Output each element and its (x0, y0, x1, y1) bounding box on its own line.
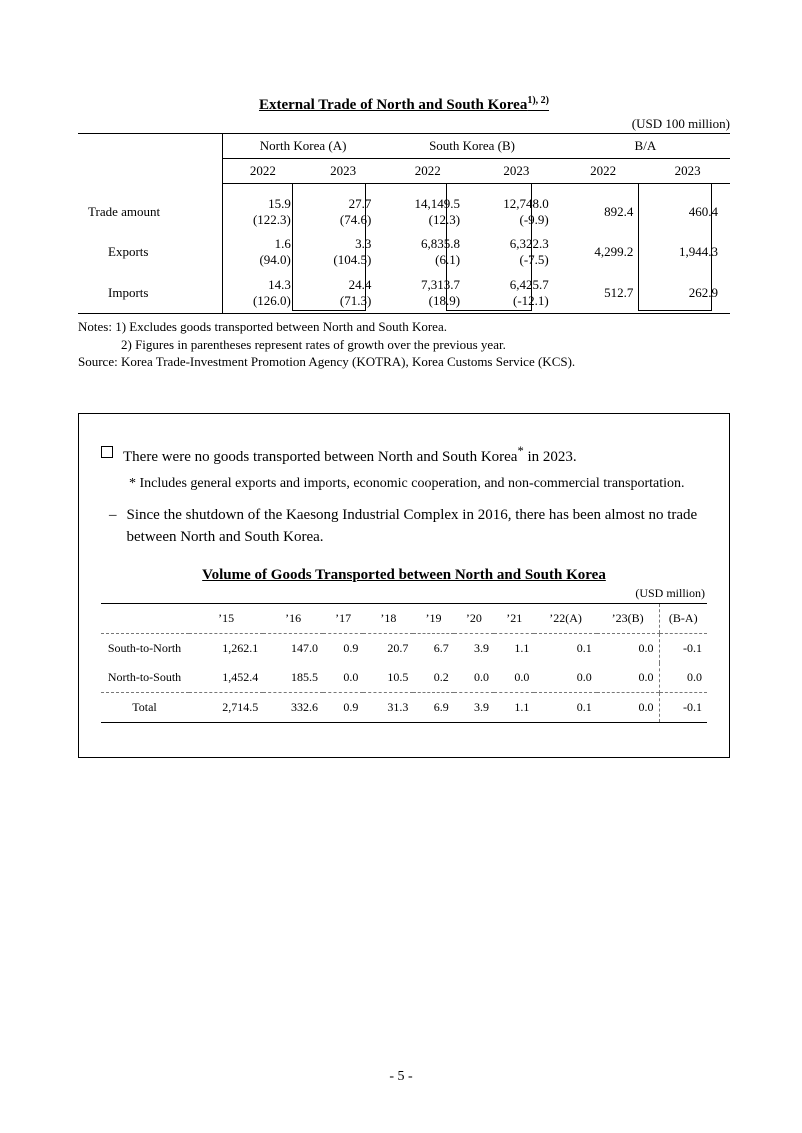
t2-cell: 0.9 (323, 692, 363, 722)
t1-year: 2022 (383, 159, 472, 184)
t2-cell: 0.0 (494, 663, 534, 693)
t1-cell: 12,748.0(-9.9) (472, 192, 561, 233)
table1-title: External Trade of North and South Korea1… (78, 95, 730, 114)
t1-row-label: Imports (78, 273, 222, 314)
note-2: 2) Figures in parentheses represent rate… (78, 336, 730, 354)
volume-table: ’15’16’17’18’19’20’21’22(A)’23(B)(B-A) So… (101, 603, 707, 723)
external-trade-table: North Korea (A) South Korea (B) B/A 2022… (78, 133, 730, 314)
t2-header: ’17 (323, 603, 363, 633)
t2-header: ’18 (363, 603, 413, 633)
t2-cell: 1,452.4 (189, 663, 263, 693)
t2-header: ’19 (413, 603, 453, 633)
t2-header: ’20 (454, 603, 494, 633)
t2-cell: 3.9 (454, 692, 494, 722)
table2-unit: (USD million) (101, 586, 707, 601)
t1-group-ba: B/A (561, 134, 730, 159)
t1-cell: 7,313.7(18.9) (383, 273, 472, 314)
t1-row-label: Exports (78, 232, 222, 273)
t2-cell: 0.0 (454, 663, 494, 693)
t2-cell: 31.3 (363, 692, 413, 722)
asterisk-footnote: * Includes general exports and imports, … (129, 474, 707, 494)
t1-year: 2022 (222, 159, 302, 184)
t2-header: ’16 (263, 603, 323, 633)
t1-cell: 6,425.7(-12.1) (472, 273, 561, 314)
t1-cell: 6,835.8(6.1) (383, 232, 472, 273)
table1-unit: (USD 100 million) (78, 116, 730, 132)
t1-group-nk: North Korea (A) (222, 134, 383, 159)
t2-cell: 0.0 (597, 663, 659, 693)
table1-wrap: North Korea (A) South Korea (B) B/A 2022… (78, 133, 730, 314)
t2-cell: 0.0 (597, 692, 659, 722)
t1-year: 2023 (472, 159, 561, 184)
t2-header: ’15 (189, 603, 263, 633)
t1-cell: 1.6(94.0) (222, 232, 302, 273)
t1-cell: 3.3(104.5) (303, 232, 383, 273)
info-box: There were no goods transported between … (78, 413, 730, 758)
note-source: Source: Korea Trade-Investment Promotion… (78, 354, 575, 369)
t2-cell: 20.7 (363, 633, 413, 663)
t2-cell: 10.5 (363, 663, 413, 693)
square-bullet-icon (101, 446, 113, 458)
t1-cell: 15.9(122.3) (222, 192, 302, 233)
t2-cell: 6.9 (413, 692, 453, 722)
table2-title: Volume of Goods Transported between Nort… (101, 567, 707, 584)
t2-row-label: North-to-South (101, 663, 189, 693)
t1-cell: 27.7(74.6) (303, 192, 383, 233)
t1-cell: 1,944.3 (645, 232, 730, 273)
t2-cell: -0.1 (659, 633, 707, 663)
t2-header: ’23(B) (597, 603, 659, 633)
t1-cell: 892.4 (561, 192, 646, 233)
t2-row-label: Total (101, 692, 189, 722)
dash-text: Since the shutdown of the Kaesong Indust… (127, 504, 708, 549)
dash-bullet-icon: – (109, 504, 117, 549)
t2-header: (B-A) (659, 603, 707, 633)
t2-cell: 147.0 (263, 633, 323, 663)
t2-cell: 6.7 (413, 633, 453, 663)
t2-row-label: South-to-North (101, 633, 189, 663)
t2-cell: 1.1 (494, 633, 534, 663)
t2-cell: 185.5 (263, 663, 323, 693)
t2-cell: 1.1 (494, 692, 534, 722)
t1-year: 2023 (303, 159, 383, 184)
t2-header (101, 603, 189, 633)
t2-cell: 0.9 (323, 633, 363, 663)
t2-cell: 0.1 (534, 692, 596, 722)
note-1: Notes: 1) Excludes goods transported bet… (78, 319, 447, 334)
t1-cell: 6,322.3(-7.5) (472, 232, 561, 273)
t1-cell: 14.3(126.0) (222, 273, 302, 314)
t1-group-sk: South Korea (B) (383, 134, 560, 159)
bullet-text: There were no goods transported between … (123, 442, 707, 469)
t2-cell: 0.0 (534, 663, 596, 693)
t2-cell: 0.2 (413, 663, 453, 693)
t1-cell: 14,149.5(12.3) (383, 192, 472, 233)
t2-cell: 0.0 (597, 633, 659, 663)
t2-cell: 0.0 (323, 663, 363, 693)
t2-header: ’22(A) (534, 603, 596, 633)
t1-year: 2023 (645, 159, 730, 184)
t1-cell: 262.9 (645, 273, 730, 314)
t2-cell: 0.0 (659, 663, 707, 693)
t1-row-label: Trade amount (78, 192, 222, 233)
page-number: - 5 - (0, 1069, 802, 1085)
t2-header: ’21 (494, 603, 534, 633)
t1-cell: 460.4 (645, 192, 730, 233)
t2-cell: 3.9 (454, 633, 494, 663)
t1-year: 2022 (561, 159, 646, 184)
t1-cell: 512.7 (561, 273, 646, 314)
t2-cell: 2,714.5 (189, 692, 263, 722)
t1-cell: 24.4(71.3) (303, 273, 383, 314)
table1-notes: Notes: 1) Excludes goods transported bet… (78, 318, 730, 371)
t2-cell: -0.1 (659, 692, 707, 722)
t2-cell: 1,262.1 (189, 633, 263, 663)
t2-cell: 0.1 (534, 633, 596, 663)
t1-cell: 4,299.2 (561, 232, 646, 273)
t2-cell: 332.6 (263, 692, 323, 722)
